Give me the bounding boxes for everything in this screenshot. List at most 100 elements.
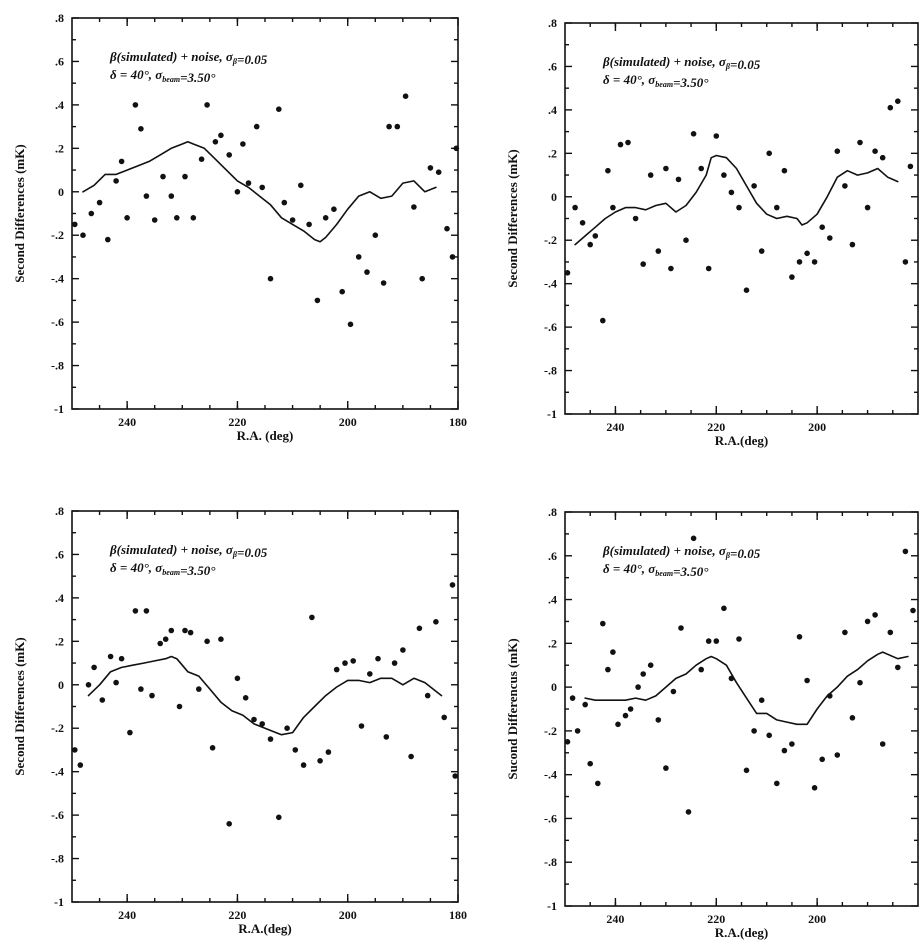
data-point [85,682,92,688]
data-point [276,106,282,112]
legend-annotation-line2: δ = 40°, σbeam=3.50° [110,67,216,85]
data-point [579,220,586,226]
data-point [587,760,593,767]
data-point [253,123,260,130]
y-tick-label: 0 [551,190,557,204]
data-point [113,178,119,184]
data-point [647,172,654,178]
data-point [849,241,856,248]
chart-panel-top-right: .8 .6 .4 .2 0 -.2 -.4 -.6 -.8 -1 240 220 200 R.A.(deg… [505,16,919,448]
data-point [910,607,916,614]
data-point [857,139,863,146]
data-point [587,241,593,248]
data-point [690,131,697,137]
y-tick-label: -.2 [544,724,557,738]
data-point [339,288,346,295]
data-point [322,215,329,221]
data-point [569,695,576,701]
data-point [77,762,84,768]
x-tick-label: 200 [808,420,826,434]
y-tick-label: -.4 [544,277,557,291]
chart-panel-top-left: .8 .6 .4 .2 0 -.2 -.4 -.6 -.8 -1 240 220 200 180 R.A. … [12,11,467,443]
data-point [640,261,646,267]
data-point [138,126,144,132]
data-point [842,183,848,189]
data-point [668,265,674,272]
data-point [218,636,224,642]
y-tick-label: -1 [54,895,64,909]
data-point [174,215,180,221]
y-tick-label: .8 [55,504,64,518]
data-point [574,728,581,734]
data-point [683,237,689,243]
data-point [819,756,825,763]
data-point [743,767,750,774]
data-point [342,660,348,666]
data-point [564,739,571,745]
x-tick-label: 220 [707,912,725,926]
data-point [113,679,119,686]
data-point [198,156,205,162]
legend-annotation-line1: β(simulated) + noise, σβ=0.05 [602,543,761,561]
legend-annotation-line1: β(simulated) + noise, σβ=0.05 [602,54,761,72]
data-point [625,139,631,146]
data-point [849,715,856,721]
y-tick-label: .4 [548,593,557,607]
data-point [774,780,780,787]
x-tick-label: 220 [228,415,246,429]
data-point [182,173,188,180]
data-point [176,703,183,710]
data-point [204,638,210,645]
data-point [245,180,252,186]
data-point [259,184,266,191]
y-tick-label: -.6 [51,315,64,329]
data-point [212,139,219,145]
data-point [655,717,662,723]
data-point [88,210,95,217]
y-axis-title: Second Differences (mK) [12,144,27,282]
y-tick-label: -.6 [544,320,557,334]
x-tick-label: 220 [228,908,246,922]
data-point [234,675,241,682]
smoothed-curve [574,154,899,246]
x-tick-label: 180 [449,908,467,922]
y-tick-label: -.6 [51,808,64,822]
data-point [190,215,197,221]
y-tick-label: 0 [58,678,64,692]
data-point [441,714,448,721]
x-tick-label: 240 [606,420,624,434]
data-point [758,697,765,703]
data-point [402,93,409,99]
data-point [99,697,106,703]
data-point [314,297,321,304]
data-point [743,287,750,294]
data-point [698,666,704,673]
data-point [433,619,439,625]
y-tick-label: .6 [548,549,557,563]
data-point [331,206,337,212]
data-point [617,141,624,148]
data-point [887,629,894,636]
data-point [615,721,621,728]
data-point [804,677,810,684]
data-point [827,235,833,241]
data-point [804,250,810,257]
data-point [449,254,456,260]
x-axis-title: R.A.(deg) [715,433,768,448]
legend-annotation-line1: β(simulated) + noise, σβ=0.05 [109,542,268,560]
data-point [347,321,354,328]
x-tick-label: 240 [118,415,136,429]
data-point [435,169,442,175]
y-axis-title: Second Differences (mK) [505,149,520,287]
data-point [292,747,299,753]
data-point [289,217,296,223]
y-tick-label: -.4 [51,272,64,286]
data-point [168,193,175,199]
data-point [204,102,210,108]
data-point [774,204,780,211]
data-point [411,204,417,210]
data-point [157,640,163,647]
y-tick-label: .8 [548,505,557,519]
data-point [118,158,125,165]
